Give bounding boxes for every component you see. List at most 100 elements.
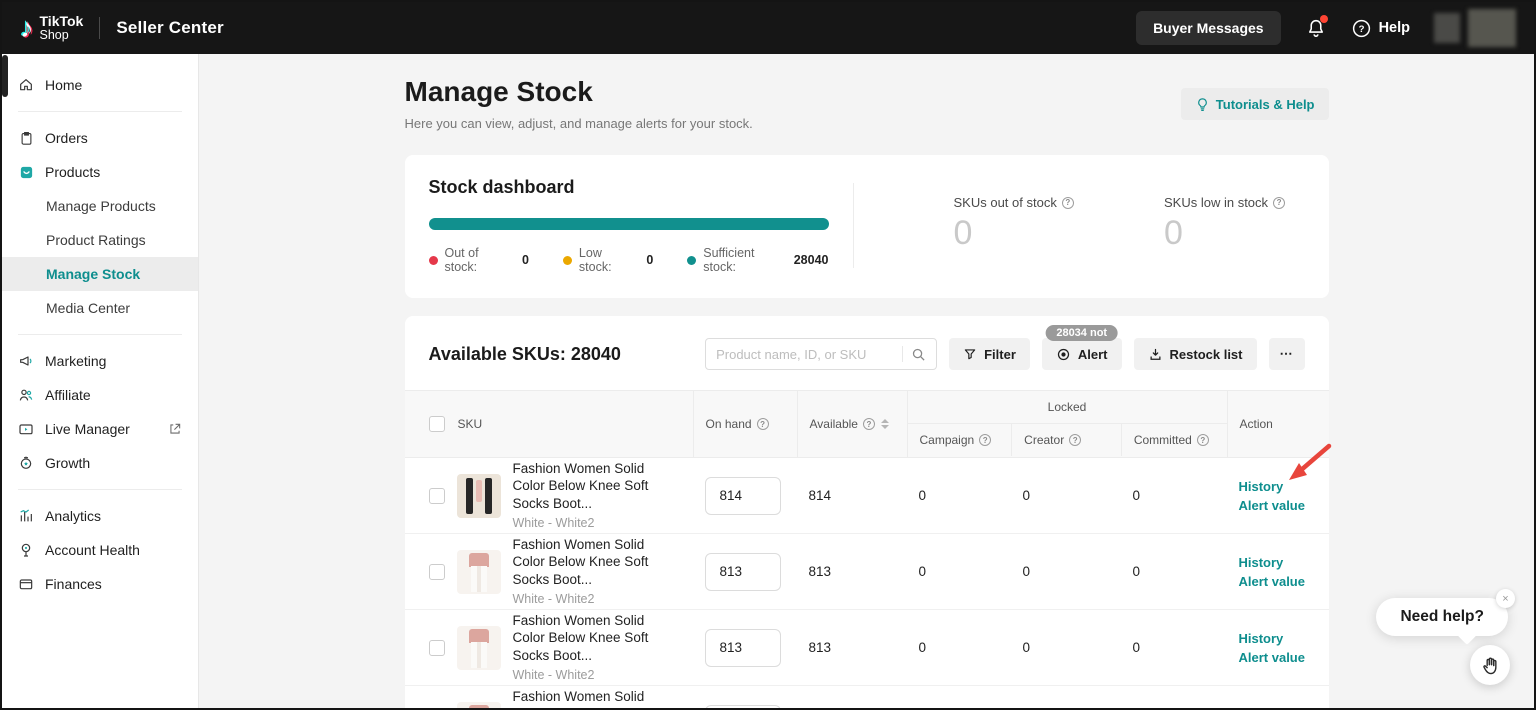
sidebar-item-affiliate[interactable]: Affiliate <box>2 378 198 412</box>
creator-value: 0 <box>1011 686 1121 708</box>
available-skus-card: Available SKUs: 28040 Filter <box>404 316 1331 709</box>
history-link[interactable]: History <box>1238 478 1284 494</box>
tiktok-shop-logo[interactable]: ♪ TikTok Shop <box>20 14 83 42</box>
restock-list-button[interactable]: Restock list <box>1133 338 1257 370</box>
lightbulb-icon <box>1197 97 1207 111</box>
sidebar-item-home[interactable]: Home <box>2 68 198 102</box>
sidebar-item-finances[interactable]: Finances <box>2 567 198 601</box>
legend-out-of-stock: Out of stock: 0 <box>428 246 529 274</box>
question-icon[interactable]: ? <box>756 418 769 430</box>
col-available[interactable]: Available? <box>796 391 907 457</box>
left-scrollbar[interactable] <box>2 55 8 97</box>
select-all-checkbox[interactable] <box>428 416 445 432</box>
question-icon[interactable]: ? <box>1061 196 1074 209</box>
sidebar-item-manage-products[interactable]: Manage Products <box>46 198 156 214</box>
available-value: 813 <box>808 564 832 579</box>
product-thumbnail[interactable] <box>456 549 501 594</box>
campaign-value: 0 <box>918 640 927 655</box>
question-icon[interactable]: ? <box>862 418 875 430</box>
product-thumbnail[interactable] <box>456 625 501 670</box>
sidebar-divider <box>18 111 182 112</box>
stat-value: 0 <box>1164 214 1183 252</box>
alert-value-link[interactable]: Alert value <box>1238 497 1305 513</box>
sidebar-item-live-manager[interactable]: Live Manager <box>2 412 198 446</box>
download-icon <box>1150 348 1161 360</box>
product-thumbnail[interactable] <box>456 701 501 708</box>
topbar-divider <box>99 17 101 39</box>
sidebar-item-marketing[interactable]: Marketing <box>2 344 198 378</box>
sidebar-item-products[interactable]: Products <box>2 155 198 189</box>
question-icon[interactable]: ? <box>1069 434 1082 446</box>
product-variant: White - White2 <box>512 516 595 531</box>
live-tv-icon <box>18 421 34 437</box>
svg-text:?: ? <box>1358 24 1364 35</box>
on-hand-input[interactable] <box>704 476 781 515</box>
history-link[interactable]: History <box>1238 554 1284 570</box>
search-input[interactable] <box>716 346 895 362</box>
amber-dot-icon <box>562 255 572 265</box>
question-icon[interactable]: ? <box>1196 434 1209 446</box>
row-checkbox[interactable] <box>428 563 445 580</box>
need-help-bubble[interactable]: Need help? × <box>1376 589 1515 645</box>
filter-button[interactable]: Filter <box>949 338 1030 370</box>
sidebar-item-orders[interactable]: Orders <box>2 121 198 155</box>
search-box[interactable] <box>705 338 938 370</box>
col-locked: Locked <box>907 391 1227 424</box>
product-name[interactable]: Fashion Women Solid Color Below Knee Sof… <box>512 612 649 663</box>
stat-skus-low-in-stock: SKUs low in stock? 0 <box>1118 195 1329 274</box>
dashboard-divider <box>852 183 854 268</box>
question-icon[interactable]: ? <box>1273 196 1286 209</box>
buyer-messages-button[interactable]: Buyer Messages <box>1136 11 1281 45</box>
sidebar-divider <box>18 489 182 490</box>
on-hand-input[interactable] <box>704 704 781 708</box>
wallet-icon <box>18 576 34 592</box>
megaphone-icon <box>18 353 34 369</box>
brand-line1: TikTok <box>39 13 84 30</box>
product-thumbnail[interactable] <box>456 473 501 518</box>
alert-value-link[interactable]: Alert value <box>1238 573 1305 589</box>
available-skus-title: Available SKUs: 28040 <box>428 343 621 364</box>
sort-icon[interactable] <box>880 419 889 429</box>
sidebar-item-account-health[interactable]: Account Health <box>2 533 198 567</box>
sidebar-item-product-ratings[interactable]: Product Ratings <box>46 232 146 248</box>
sidebar-item-manage-stock[interactable]: Manage Stock <box>2 257 198 291</box>
history-link[interactable]: History <box>1239 707 1284 709</box>
creator-value: 0 <box>1022 640 1031 655</box>
notifications-button[interactable] <box>1305 15 1328 39</box>
help-button[interactable]: ? Help <box>1351 18 1410 39</box>
available-value: 814 <box>808 488 832 503</box>
row-checkbox[interactable] <box>428 639 445 656</box>
product-name[interactable]: Fashion Women Solid Color Below Knee Sof… <box>512 460 649 511</box>
question-icon[interactable]: ? <box>979 434 992 446</box>
search-divider <box>902 346 904 362</box>
help-hand-button[interactable] <box>1470 645 1510 685</box>
row-checkbox[interactable] <box>428 487 445 504</box>
creator-value: 0 <box>1022 564 1031 579</box>
on-hand-input[interactable] <box>704 628 781 667</box>
alert-button[interactable]: Alert <box>1041 338 1122 370</box>
close-icon[interactable]: × <box>1496 589 1515 608</box>
page-subtitle: Here you can view, adjust, and manage al… <box>404 116 753 131</box>
tutorials-help-button[interactable]: Tutorials & Help <box>1180 88 1329 120</box>
alert-value-link[interactable]: Alert value <box>1238 649 1305 665</box>
campaign-value: 0 <box>907 686 1011 708</box>
product-name[interactable]: Fashion Women Solid Color Below Knee Sof… <box>512 536 649 587</box>
product-variant: White - White2 <box>512 592 595 607</box>
sidebar-item-analytics[interactable]: Analytics <box>2 499 198 533</box>
account-area[interactable] <box>1434 9 1516 47</box>
product-variant: White - White2 <box>512 668 595 683</box>
table-row: Fashion Women Solid Color Below Knee Sof… <box>404 534 1329 610</box>
brand-line2: Shop <box>39 27 69 42</box>
table-row: Fashion Women Solid Color Below Knee Sof… <box>404 443 1331 534</box>
search-icon[interactable] <box>911 347 926 362</box>
on-hand-input[interactable] <box>704 552 781 591</box>
filter-icon <box>964 349 976 360</box>
sidebar-item-media-center[interactable]: Media Center <box>46 300 131 316</box>
sidebar-item-growth[interactable]: Growth <box>2 446 198 480</box>
history-link[interactable]: History <box>1238 630 1284 646</box>
product-name[interactable]: Fashion Women Solid Color Below Knee Sof… <box>512 688 649 708</box>
home-icon <box>18 77 34 93</box>
teal-dot-icon <box>687 255 697 265</box>
more-actions-button[interactable]: ⋯ <box>1268 338 1305 370</box>
censored-block <box>1434 13 1460 43</box>
